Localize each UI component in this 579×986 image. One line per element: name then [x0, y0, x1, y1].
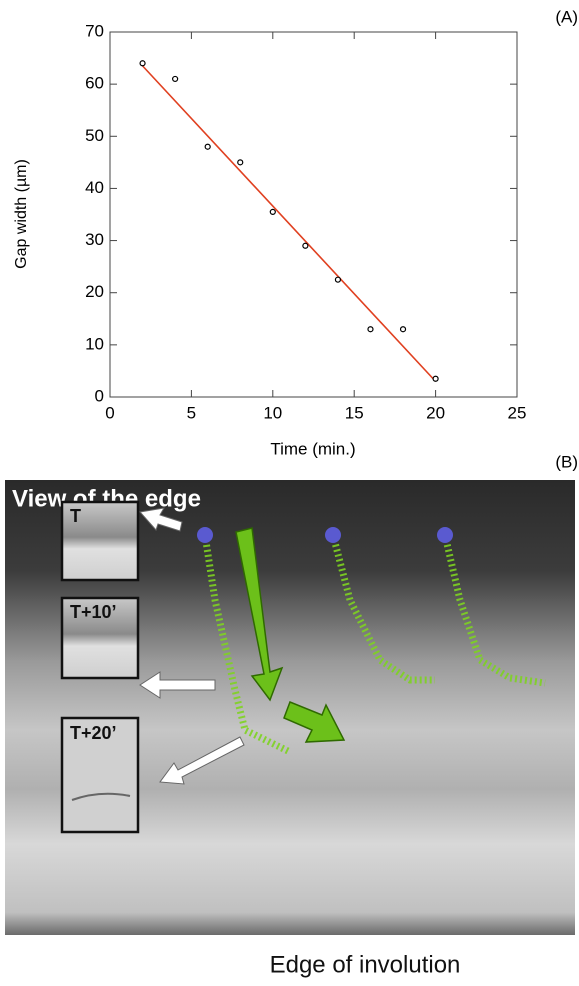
data-point: [139, 60, 146, 67]
cell-origins: [197, 527, 453, 543]
green-arrows: [235, 527, 346, 743]
inset: [60, 716, 140, 834]
y-tick-label: 20: [85, 282, 104, 301]
data-point: [367, 326, 374, 333]
y-tick-label: 70: [85, 21, 104, 40]
inset-label: T+20’: [70, 723, 117, 743]
inset: [60, 596, 140, 680]
data-point: [432, 375, 439, 382]
x-tick-label: 25: [508, 403, 527, 422]
y-tick-label: 60: [85, 74, 104, 93]
data-point: [172, 75, 179, 83]
cell-trails: [201, 534, 546, 756]
insets: T T+10’ T+20’: [60, 500, 140, 834]
data-point: [204, 143, 211, 150]
plot-frame: [109, 31, 518, 398]
inset-label: T+10’: [70, 602, 117, 622]
x-tick-label: 10: [263, 403, 282, 422]
inset-crease: [71, 792, 131, 801]
x-tick-label: 15: [345, 403, 364, 422]
y-tick-label: 30: [85, 230, 104, 249]
inset-label: T: [70, 506, 81, 526]
panel-label: (B): [555, 452, 578, 471]
image-panel: (B) View of the edge T T+10’ T+20’: [5, 452, 578, 978]
fit-line: [141, 65, 437, 382]
x-tick-label: 20: [426, 403, 445, 422]
y-tick-label: 50: [85, 126, 104, 145]
x-tick-label: 5: [187, 403, 196, 422]
y-tick-label: 40: [85, 178, 104, 197]
y-tick-label: 0: [95, 386, 104, 405]
white-arrows: [139, 507, 245, 785]
data-point: [399, 326, 407, 333]
inset: [60, 500, 140, 582]
data-point: [302, 242, 309, 249]
image-caption: Edge of involution: [270, 951, 461, 978]
x-tick-label: 0: [105, 403, 114, 422]
data-point: [269, 208, 276, 215]
y-axis-label: Gap width (µm): [13, 159, 30, 269]
y-tick-label: 10: [85, 334, 104, 353]
panel-label: (A): [555, 7, 578, 26]
x-axis-label: Time (min.): [270, 439, 355, 458]
data-point: [237, 159, 244, 166]
data-point: [334, 276, 342, 283]
